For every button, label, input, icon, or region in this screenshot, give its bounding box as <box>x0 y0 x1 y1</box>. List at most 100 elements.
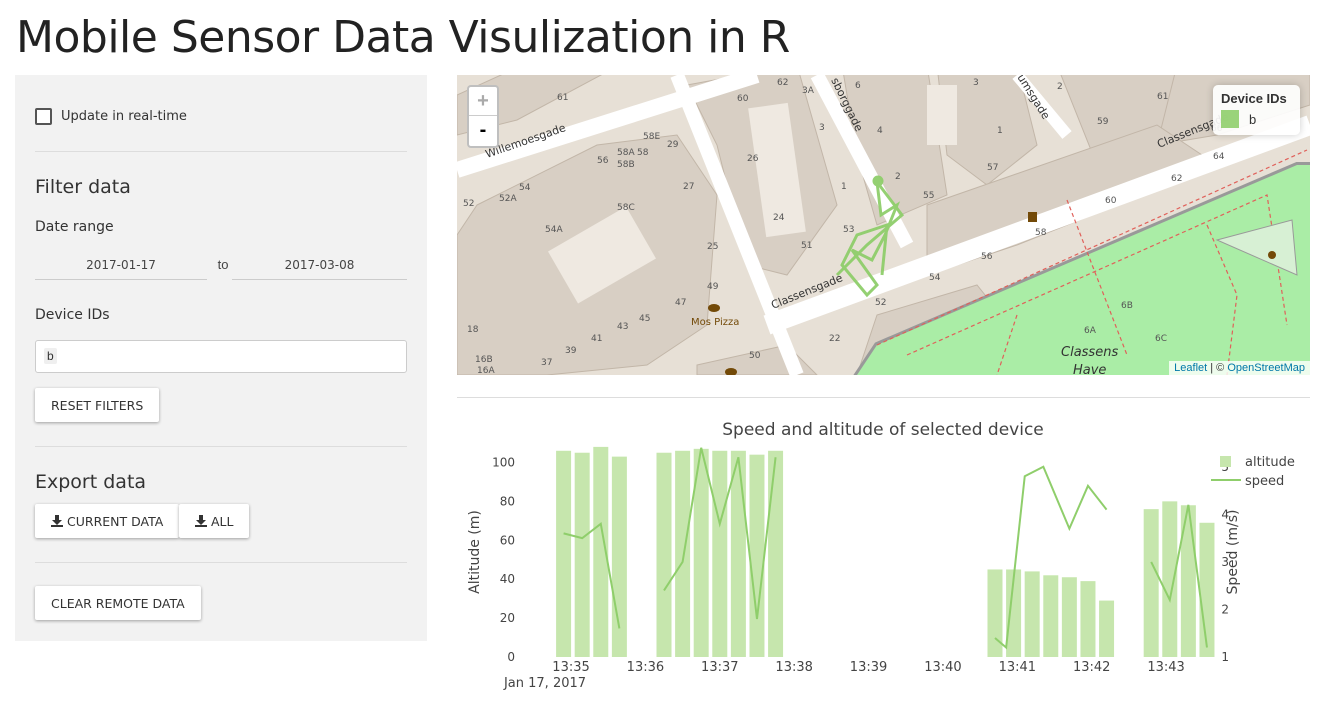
altitude-bar <box>730 450 746 657</box>
svg-text:57: 57 <box>987 163 998 173</box>
device-ids-label: Device IDs <box>35 307 110 323</box>
map-legend: Device IDs b <box>1213 85 1300 135</box>
svg-text:51: 51 <box>801 241 812 251</box>
altitude-bar <box>1080 581 1096 657</box>
divider <box>35 446 407 447</box>
altitude-bar <box>1162 501 1178 657</box>
altitude-bar <box>693 448 709 657</box>
x-tick-label: 13:40 <box>924 660 961 675</box>
speed-line <box>663 447 777 620</box>
x-tick-label: 13:39 <box>850 660 887 675</box>
svg-text:53: 53 <box>843 225 854 235</box>
svg-text:54A: 54A <box>545 225 563 235</box>
y-axis-label: Altitude (m) <box>467 510 483 594</box>
altitude-bar <box>1061 577 1077 657</box>
date-end-input[interactable]: 2017-03-08 <box>232 250 407 280</box>
svg-text:37: 37 <box>541 358 552 368</box>
svg-text:62: 62 <box>1171 174 1182 184</box>
svg-text:54: 54 <box>519 183 531 193</box>
svg-text:58: 58 <box>637 148 649 158</box>
legend-altitude-label: altitude <box>1245 455 1295 470</box>
playground-icon <box>1268 251 1276 259</box>
y-tick-label: 20 <box>500 611 515 625</box>
svg-text:58: 58 <box>1035 228 1047 238</box>
svg-text:3: 3 <box>973 78 979 88</box>
altitude-bar <box>1043 575 1059 657</box>
y-tick-label: 60 <box>500 533 515 547</box>
altitude-bar <box>712 450 728 657</box>
shop-icon <box>1028 212 1037 222</box>
svg-text:22: 22 <box>829 334 840 344</box>
svg-text:25: 25 <box>707 242 718 252</box>
x-axis-sublabel: Jan 17, 2017 <box>503 676 586 691</box>
export-current-label: CURRENT DATA <box>67 513 164 529</box>
device-chip[interactable]: b <box>44 348 57 364</box>
svg-text:56: 56 <box>981 252 993 262</box>
svg-text:27: 27 <box>683 182 694 192</box>
realtime-checkbox[interactable] <box>35 108 52 125</box>
x-tick-label: 13:38 <box>775 660 812 675</box>
divider <box>35 151 407 152</box>
leaflet-link[interactable]: Leaflet <box>1174 362 1208 374</box>
map-legend-label: b <box>1249 111 1257 127</box>
zoom-out-button[interactable]: - <box>479 119 487 141</box>
export-all-button[interactable]: ALL <box>179 504 250 538</box>
y2-tick-label: 4 <box>1221 507 1229 521</box>
svg-text:58B: 58B <box>617 160 635 170</box>
reset-filters-button[interactable]: RESET FILTERS <box>35 388 160 422</box>
altitude-bar <box>1180 505 1196 657</box>
altitude-bar <box>768 450 784 657</box>
altitude-bar <box>593 446 609 657</box>
divider <box>35 562 407 563</box>
svg-text:64: 64 <box>1213 152 1225 162</box>
altitude-bar <box>1143 509 1159 657</box>
chart-title: Speed and altitude of selected device <box>722 420 1044 440</box>
zoom-in-button[interactable]: + <box>469 87 497 116</box>
clear-remote-data-button[interactable]: CLEAR REMOTE DATA <box>35 586 201 620</box>
altitude-bar <box>556 450 572 657</box>
realtime-label: Update in real-time <box>61 109 187 124</box>
svg-text:58A: 58A <box>617 148 635 158</box>
y-tick-label: 80 <box>500 494 515 508</box>
svg-text:1: 1 <box>841 182 847 192</box>
y2-tick-label: 2 <box>1221 602 1229 616</box>
attribution-separator: | © <box>1210 362 1225 374</box>
device-ids-select[interactable]: b <box>35 340 407 373</box>
export-all-label: ALL <box>211 513 234 529</box>
altitude-bar <box>1006 569 1022 657</box>
export-current-button[interactable]: CURRENT DATA <box>35 504 180 538</box>
chart-legend: altitude speed <box>1211 455 1295 489</box>
svg-text:54: 54 <box>929 273 941 283</box>
svg-text:2: 2 <box>1057 82 1063 92</box>
zoom-control: + - <box>467 85 499 148</box>
svg-text:50: 50 <box>749 351 761 361</box>
map-view[interactable]: 61 56 58A 58 58B 58E 29 54 52A 52 54A 58C 27 25 49 4… <box>457 75 1310 375</box>
svg-text:3A: 3A <box>802 86 815 96</box>
speed-line <box>1150 504 1208 648</box>
download-icon <box>195 515 207 527</box>
poi-label: Mos Pizza <box>691 317 739 328</box>
sidebar-panel: Update in real-time Filter data Date ran… <box>15 75 427 641</box>
svg-text:6A: 6A <box>1084 326 1097 336</box>
filter-heading: Filter data <box>35 176 131 198</box>
x-tick-label: 13:42 <box>1073 660 1110 675</box>
altitude-bar <box>987 569 1003 657</box>
svg-text:16A: 16A <box>477 366 495 375</box>
map-legend-title: Device IDs <box>1221 91 1287 106</box>
realtime-toggle[interactable]: Update in real-time <box>35 108 407 125</box>
osm-link[interactable]: OpenStreetMap <box>1227 362 1305 374</box>
page-title: Mobile Sensor Data Visulization in R <box>16 12 790 63</box>
svg-text:16B: 16B <box>475 355 493 365</box>
svg-text:60: 60 <box>737 94 749 104</box>
y2-tick-label: 3 <box>1221 555 1229 569</box>
speed-line <box>563 522 621 629</box>
svg-text:4: 4 <box>877 126 883 136</box>
svg-text:58C: 58C <box>617 203 635 213</box>
park-label: Have <box>1073 363 1106 375</box>
date-start-input[interactable]: 2017-01-17 <box>35 250 207 280</box>
altitude-bar <box>656 452 672 657</box>
legend-speed-label: speed <box>1245 474 1284 489</box>
svg-text:41: 41 <box>591 334 602 344</box>
speed-altitude-chart: Speed and altitude of selected device Al… <box>467 420 1295 691</box>
